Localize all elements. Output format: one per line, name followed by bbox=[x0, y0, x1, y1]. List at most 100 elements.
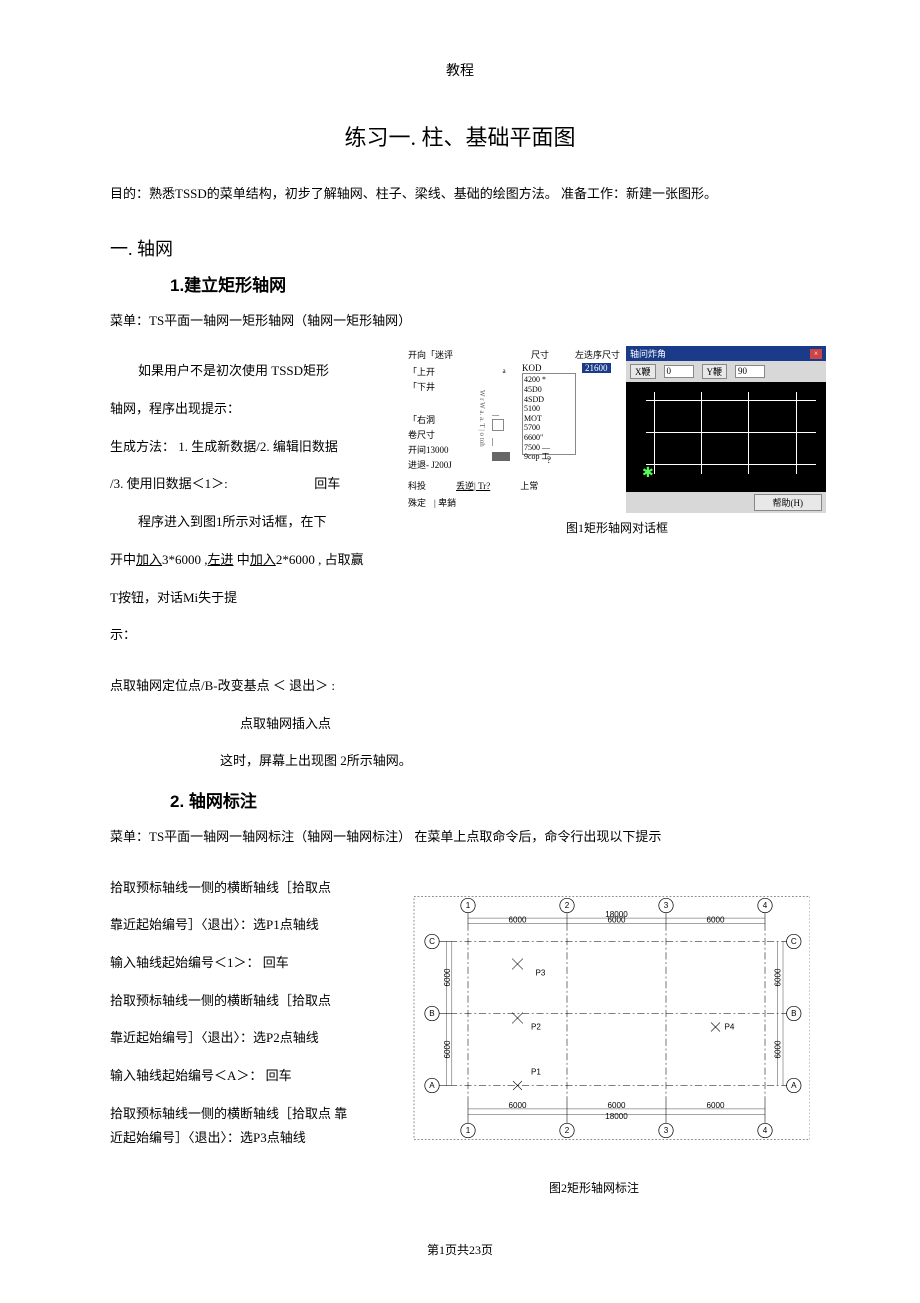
intro-paragraph: 目的：熟悉TSSD的菜单结构，初步了解轴网、柱子、梁线、基础的绘图方法。 准备工… bbox=[110, 182, 810, 207]
text-line: 靠近起始编号］〈退出〉：选P2点轴线 bbox=[110, 1026, 360, 1051]
svg-text:4: 4 bbox=[763, 1126, 768, 1135]
col-header: 尺寸 bbox=[531, 348, 549, 361]
text-line: 输入轴线起始编号＜1＞： 回车 bbox=[110, 951, 360, 976]
text-line: /3. 使用旧数据＜1＞: 回车 bbox=[110, 472, 390, 497]
form-label: 开间13000 bbox=[408, 443, 449, 456]
fig2-caption: 图2矩形轴网标注 bbox=[378, 1179, 810, 1196]
svg-text:6000: 6000 bbox=[707, 1101, 725, 1110]
svg-text:A: A bbox=[791, 1081, 797, 1090]
text-line: 点取轴网定位点/B-改变基点 ＜ 退出＞ : bbox=[110, 674, 810, 699]
text-line: T按钮，对话Mi失于提 bbox=[110, 586, 390, 611]
vertical-note: W r W a. a. T | o toh bbox=[472, 363, 486, 473]
svg-text:6000: 6000 bbox=[443, 968, 452, 986]
svg-text:6000: 6000 bbox=[608, 1101, 626, 1110]
list-item[interactable]: 5100 bbox=[524, 404, 574, 414]
svg-text:3: 3 bbox=[664, 901, 669, 910]
list-item[interactable]: MOT bbox=[524, 414, 574, 424]
list-item[interactable]: 7500 — bbox=[524, 443, 574, 453]
svg-text:A: A bbox=[429, 1081, 435, 1090]
list-item[interactable]: 4200 * bbox=[524, 375, 574, 385]
close-icon[interactable]: × bbox=[810, 349, 822, 359]
fig1-header-row: 开向「迷评 尺寸 左迭序尺寸 bbox=[408, 348, 620, 361]
col-header: 左迭序尺寸 bbox=[575, 348, 620, 361]
section-1-2-title: 2. 轴网标注 bbox=[170, 787, 810, 812]
menu-path-1: 菜单：TS平面一轴网一矩形轴网（轴网一矩形轴网） bbox=[110, 309, 810, 334]
form-label: 「上开 bbox=[408, 365, 435, 378]
help-button[interactable]: 帮助(H) bbox=[754, 494, 823, 511]
kod-label: KOD bbox=[522, 363, 542, 373]
form-label: 「右洞 bbox=[408, 413, 435, 426]
svg-text:18000: 18000 bbox=[605, 910, 628, 919]
figure-2-grid: 12341234CBACBA60006000600018000600060006… bbox=[378, 863, 810, 1173]
x-input[interactable]: 0 bbox=[664, 365, 694, 378]
preview-canvas: ✱ bbox=[626, 382, 826, 492]
text-span: 2*6000 , 占取赢 bbox=[276, 552, 364, 567]
text-line: 点取轴网插入点 bbox=[240, 712, 810, 737]
block-with-fig2: 拾取预标轴线一侧的横断轴线［拾取点 靠近起始编号］〈退出〉：选P1点轴线 输入轴… bbox=[110, 863, 810, 1196]
text-line: 开中加入3*6000 ,左进 中加入2*6000 , 占取赢 bbox=[110, 548, 390, 573]
mini-box[interactable] bbox=[492, 419, 504, 431]
fig1-col: 开向「迷评 尺寸 左迭序尺寸 「上开 「下井 「右洞 卷尺寸 bbox=[408, 346, 826, 536]
bottom-label: 科投 bbox=[408, 479, 426, 492]
svg-text:1: 1 bbox=[466, 1126, 471, 1135]
svg-text:2: 2 bbox=[565, 901, 570, 910]
size-listbox[interactable]: 4200 * 45D0 4SDD 5100 MOT 5700 6600" 750… bbox=[522, 373, 576, 455]
svg-text:B: B bbox=[429, 1009, 434, 1018]
svg-text:6000: 6000 bbox=[509, 1101, 527, 1110]
text-line: 拾取预标轴线一侧的横断轴线［拾取点 bbox=[110, 989, 360, 1014]
exercise-title: 练习一. 柱、基础平面图 bbox=[110, 120, 810, 152]
form-label: 进退- J200J bbox=[408, 458, 452, 471]
list-item[interactable]: 5700 bbox=[524, 423, 574, 433]
list-item[interactable]: 45D0 bbox=[524, 385, 574, 395]
mini-btn[interactable] bbox=[492, 452, 510, 461]
section-1-title: 一. 轴网 bbox=[110, 235, 810, 261]
list-item[interactable]: 6600" bbox=[524, 433, 574, 443]
mini-box[interactable] bbox=[492, 376, 516, 386]
fig1-footer: 帮助(H) bbox=[626, 492, 826, 513]
fig1-caption: 图1矩形轴网对话框 bbox=[408, 519, 826, 536]
text-line: 靠近起始编号］〈退出〉：选P1点轴线 bbox=[110, 913, 360, 938]
x-axis-button[interactable]: X鞭 bbox=[630, 364, 656, 379]
underlined: 加入 bbox=[250, 552, 276, 567]
svg-text:2: 2 bbox=[565, 1126, 570, 1135]
text-span: 中 bbox=[234, 552, 250, 567]
text-line: 输入轴线起始编号＜A＞： 回车 bbox=[110, 1064, 360, 1089]
underlined: 加入 bbox=[136, 552, 162, 567]
form-label: 卷尺寸 bbox=[408, 428, 435, 441]
svg-text:6000: 6000 bbox=[443, 1040, 452, 1058]
text-line: 示： bbox=[110, 623, 390, 648]
svg-text:6000: 6000 bbox=[509, 915, 527, 924]
text-line: 这时，屏幕上出现图 2所示轴网。 bbox=[220, 749, 810, 774]
text-line: 轴网，程序出现提示： bbox=[110, 397, 390, 422]
y-input[interactable]: 90 bbox=[735, 365, 765, 378]
fig1-bottom-row: 科投 丢逆| Tr? 上常 bbox=[408, 479, 620, 492]
underlined: 左进 bbox=[208, 552, 234, 567]
list-item[interactable]: 4SDD bbox=[524, 395, 574, 405]
svg-text:4: 4 bbox=[763, 901, 768, 910]
text-span: 开中 bbox=[110, 552, 136, 567]
text-line: 如果用户不是初次使用 TSSD矩形 bbox=[138, 359, 390, 384]
left-text-col: 如果用户不是初次使用 TSSD矩形 轴网，程序出现提示： 生成方法： 1. 生成… bbox=[110, 346, 390, 661]
form-label: 「下井 bbox=[408, 380, 435, 393]
block-with-fig1: 如果用户不是初次使用 TSSD矩形 轴网，程序出现提示： 生成方法： 1. 生成… bbox=[110, 346, 810, 661]
svg-text:C: C bbox=[791, 937, 797, 946]
highlighted-value[interactable]: 21600 bbox=[582, 363, 611, 373]
cancel-button[interactable]: | 卑銷 bbox=[434, 496, 456, 509]
text-line: 生成方法： 1. 生成新数据/2. 编辑旧数据 bbox=[110, 435, 390, 460]
text-line: 拾取预标轴线一侧的横断轴线［拾取点 bbox=[110, 876, 360, 901]
text-line: 拾取预标轴线一侧的横断轴线［拾取点 靠近起始编号］〈退出〉：选P3点轴线 bbox=[110, 1102, 360, 1151]
text-line: 程序进入到图1所示对话框，在下 bbox=[138, 510, 390, 535]
svg-text:C: C bbox=[429, 937, 435, 946]
section-1-1-title: 1.建立矩形轴网 bbox=[170, 271, 810, 296]
y-axis-button[interactable]: Y鞭 bbox=[702, 364, 728, 379]
menu-path-2: 菜单：TS平面一轴网一轴网标注（轴网一轴网标注） 在菜单上点取命令后，命令行出现… bbox=[110, 825, 810, 850]
svg-text:B: B bbox=[791, 1009, 796, 1018]
fig1-preview-window: 轴问炸角 × X鞭 0 Y鞭 90 bbox=[626, 346, 826, 513]
svg-text:3: 3 bbox=[664, 1126, 669, 1135]
toolbar: X鞭 0 Y鞭 90 bbox=[626, 361, 826, 382]
page-header: 教程 bbox=[110, 60, 810, 80]
text-span: 回车 bbox=[314, 476, 340, 491]
fig2-col: 12341234CBACBA60006000600018000600060006… bbox=[378, 863, 810, 1196]
svg-text:P2: P2 bbox=[531, 1022, 541, 1031]
ok-button[interactable]: 殊定 bbox=[408, 496, 426, 509]
